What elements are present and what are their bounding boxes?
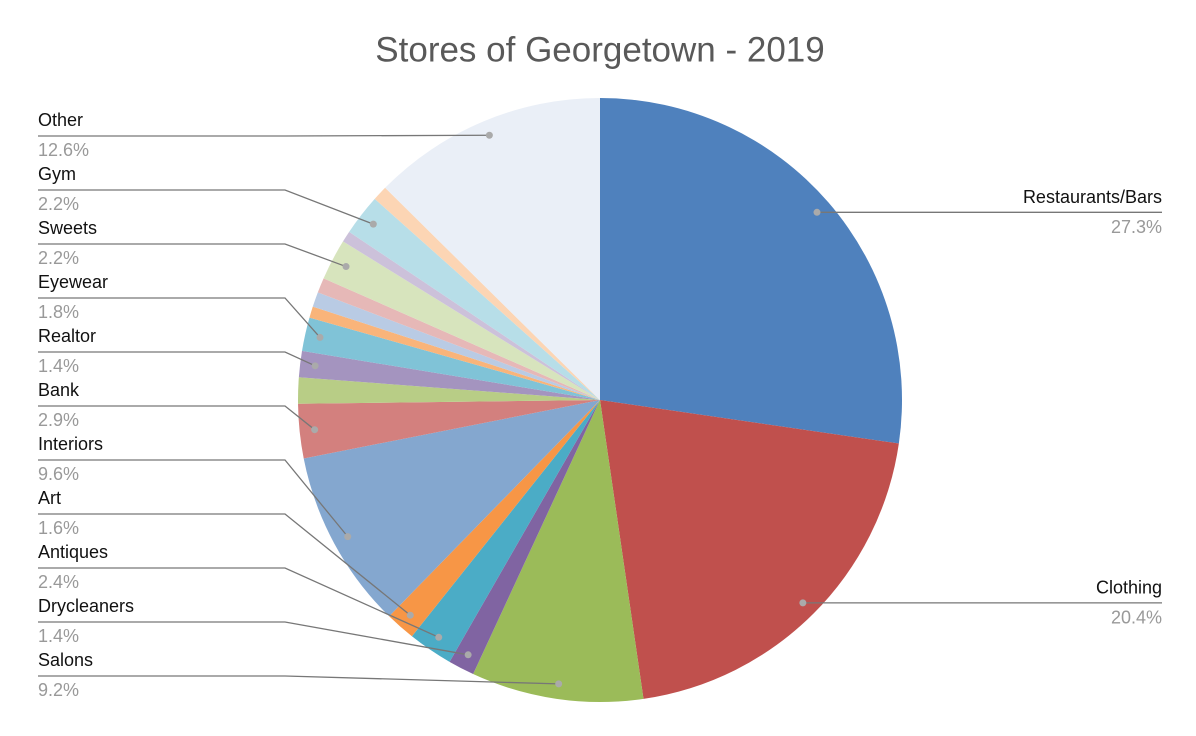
leader-dot <box>406 611 414 619</box>
pie-slice <box>349 198 600 400</box>
slice-value-label: 9.6% <box>38 464 79 484</box>
slice-label: Realtor <box>38 326 96 346</box>
leader-dot <box>316 333 324 341</box>
leader-line <box>38 621 469 656</box>
slice-value-label: 2.4% <box>38 572 79 592</box>
pie-slice <box>473 400 644 702</box>
pie-slice <box>302 317 600 400</box>
leader-line <box>38 567 440 638</box>
leader-line <box>38 351 316 367</box>
slice-value-label: 2.2% <box>38 248 79 268</box>
leader-dot <box>485 131 493 139</box>
leader-dot <box>799 599 807 607</box>
slice-value-label: 1.4% <box>38 356 79 376</box>
pie-slice <box>323 241 600 400</box>
pie-slice <box>385 98 600 400</box>
leader-line <box>38 189 374 225</box>
pie-slice <box>297 377 600 404</box>
leader-dot <box>435 633 443 641</box>
slice-label: Interiors <box>38 434 103 454</box>
slice-label: Sweets <box>38 218 97 238</box>
leader-line <box>38 405 316 431</box>
leader-line <box>38 297 321 338</box>
slice-value-label: 2.2% <box>38 194 79 214</box>
leader-dot <box>813 208 821 216</box>
pie-slice <box>342 231 600 400</box>
leader-dot <box>342 263 350 271</box>
pie-slice <box>600 400 899 699</box>
leader-line <box>38 243 347 268</box>
leader-dot <box>311 362 319 370</box>
pie-slice <box>309 306 600 400</box>
slice-label: Bank <box>38 380 80 400</box>
slice-value-label: 1.8% <box>38 302 79 322</box>
slice-label: Art <box>38 488 61 508</box>
slice-value-label: 9.2% <box>38 680 79 700</box>
leader-line <box>38 459 349 538</box>
pie-slice <box>312 292 600 400</box>
slice-label: Antiques <box>38 542 108 562</box>
slice-label: Restaurants/Bars <box>1023 187 1162 207</box>
slice-label: Drycleaners <box>38 596 134 616</box>
pie-slice <box>389 400 600 637</box>
slice-label: Clothing <box>1096 578 1162 598</box>
slice-label: Gym <box>38 164 76 184</box>
slice-label: Other <box>38 110 83 130</box>
slice-value-label: 1.4% <box>38 626 79 646</box>
slice-value-label: 20.4% <box>1111 608 1162 628</box>
leader-line <box>38 513 411 616</box>
pie-slice <box>303 400 600 617</box>
leader-dot <box>555 680 563 688</box>
slice-value-label: 2.9% <box>38 410 79 430</box>
pie-slice <box>600 98 902 444</box>
pie-slice <box>374 187 600 400</box>
slice-label: Eyewear <box>38 272 108 292</box>
pie-slice <box>411 400 600 662</box>
leader-dot <box>369 220 377 228</box>
leader-line <box>38 675 559 685</box>
pie-slice <box>317 278 600 400</box>
leader-line <box>38 134 490 137</box>
slice-value-label: 1.6% <box>38 518 79 538</box>
pie-slice <box>449 400 600 675</box>
leader-dot <box>311 426 319 434</box>
slice-value-label: 12.6% <box>38 140 89 160</box>
leader-dot <box>464 651 472 659</box>
pie-slice <box>298 350 600 400</box>
slice-value-label: 27.3% <box>1111 217 1162 237</box>
pie-slice <box>298 400 600 459</box>
slice-label: Salons <box>38 650 93 670</box>
leader-dot <box>344 533 352 541</box>
chart-title: Stores of Georgetown - 2019 <box>375 30 824 69</box>
